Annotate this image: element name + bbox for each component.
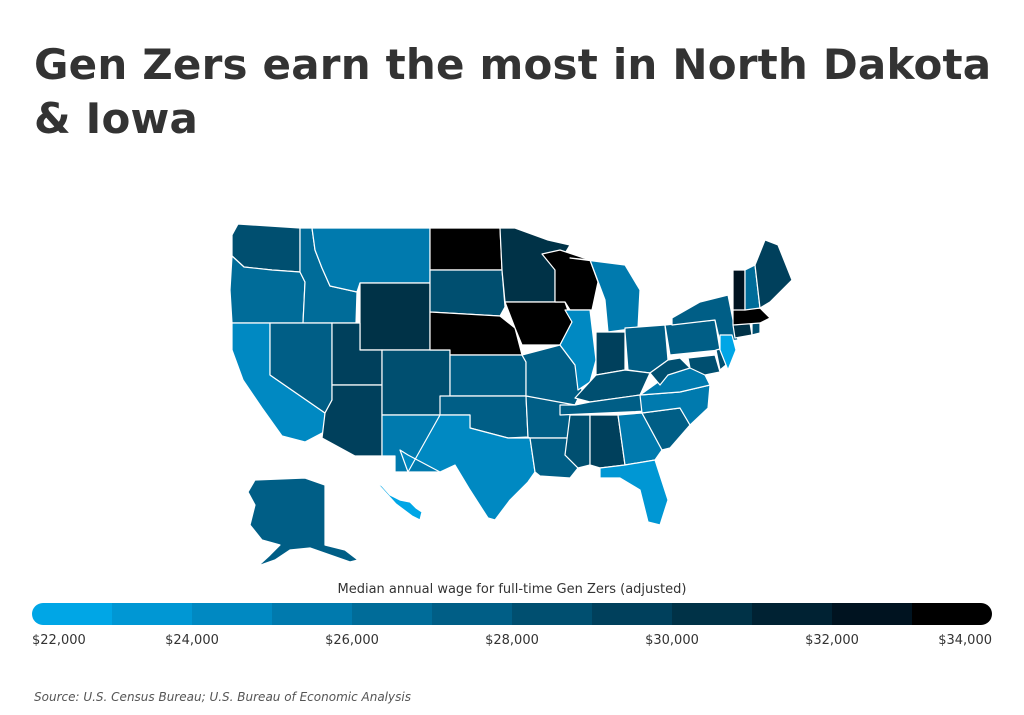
state-michigan bbox=[569, 257, 641, 333]
state-wyoming bbox=[359, 282, 431, 351]
scale-tick-label: $22,000 bbox=[32, 633, 86, 648]
scale-segment-10 bbox=[752, 603, 832, 625]
scale-segment-4 bbox=[272, 603, 352, 625]
scale-segment-7 bbox=[512, 603, 592, 625]
state-texas bbox=[399, 414, 536, 521]
scale-segment-3 bbox=[192, 603, 272, 625]
scale-segment-8 bbox=[592, 603, 672, 625]
scale-tick-label: $30,000 bbox=[645, 633, 699, 648]
state-hawaii bbox=[375, 481, 423, 521]
page-title: Gen Zers earn the most in North Dakota &… bbox=[34, 40, 992, 143]
color-scale-ticks: $22,000 $24,000 $26,000 $28,000 $30,000 $32,0… bbox=[0, 633, 1024, 653]
scale-tick-label: $32,000 bbox=[805, 633, 859, 648]
scale-segment-5 bbox=[352, 603, 432, 625]
state-georgia bbox=[617, 412, 663, 466]
color-scale-bar bbox=[32, 603, 992, 625]
scale-segment-12 bbox=[912, 603, 992, 625]
state-rhode-island bbox=[751, 322, 761, 336]
state-maine bbox=[754, 239, 793, 309]
state-south-dakota bbox=[429, 269, 506, 317]
state-mississippi bbox=[564, 414, 591, 469]
legend-title: Median annual wage for full-time Gen Zer… bbox=[337, 582, 687, 597]
scale-segment-2 bbox=[112, 603, 192, 625]
scale-segment-1 bbox=[32, 603, 112, 625]
state-florida bbox=[599, 459, 669, 526]
state-vermont bbox=[732, 269, 746, 311]
scale-segment-11 bbox=[832, 603, 912, 625]
us-choropleth-map bbox=[229, 223, 793, 567]
state-nebraska bbox=[429, 311, 523, 356]
scale-segment-9 bbox=[672, 603, 752, 625]
state-north-dakota bbox=[429, 227, 503, 271]
state-alaska bbox=[247, 477, 359, 567]
state-maryland bbox=[687, 354, 721, 376]
source-note: Source: U.S. Census Bureau; U.S. Bureau … bbox=[34, 690, 411, 704]
scale-tick-label: $24,000 bbox=[165, 633, 219, 648]
scale-tick-label: $26,000 bbox=[325, 633, 379, 648]
state-illinois bbox=[559, 309, 597, 391]
state-new-jersey bbox=[719, 334, 737, 371]
scale-tick-label: $34,000 bbox=[938, 633, 992, 648]
state-kansas bbox=[449, 354, 527, 397]
state-indiana bbox=[595, 331, 626, 376]
state-new-york bbox=[671, 294, 739, 343]
scale-segment-6 bbox=[432, 603, 512, 625]
scale-tick-label: $28,000 bbox=[485, 633, 539, 648]
state-montana bbox=[311, 227, 431, 293]
